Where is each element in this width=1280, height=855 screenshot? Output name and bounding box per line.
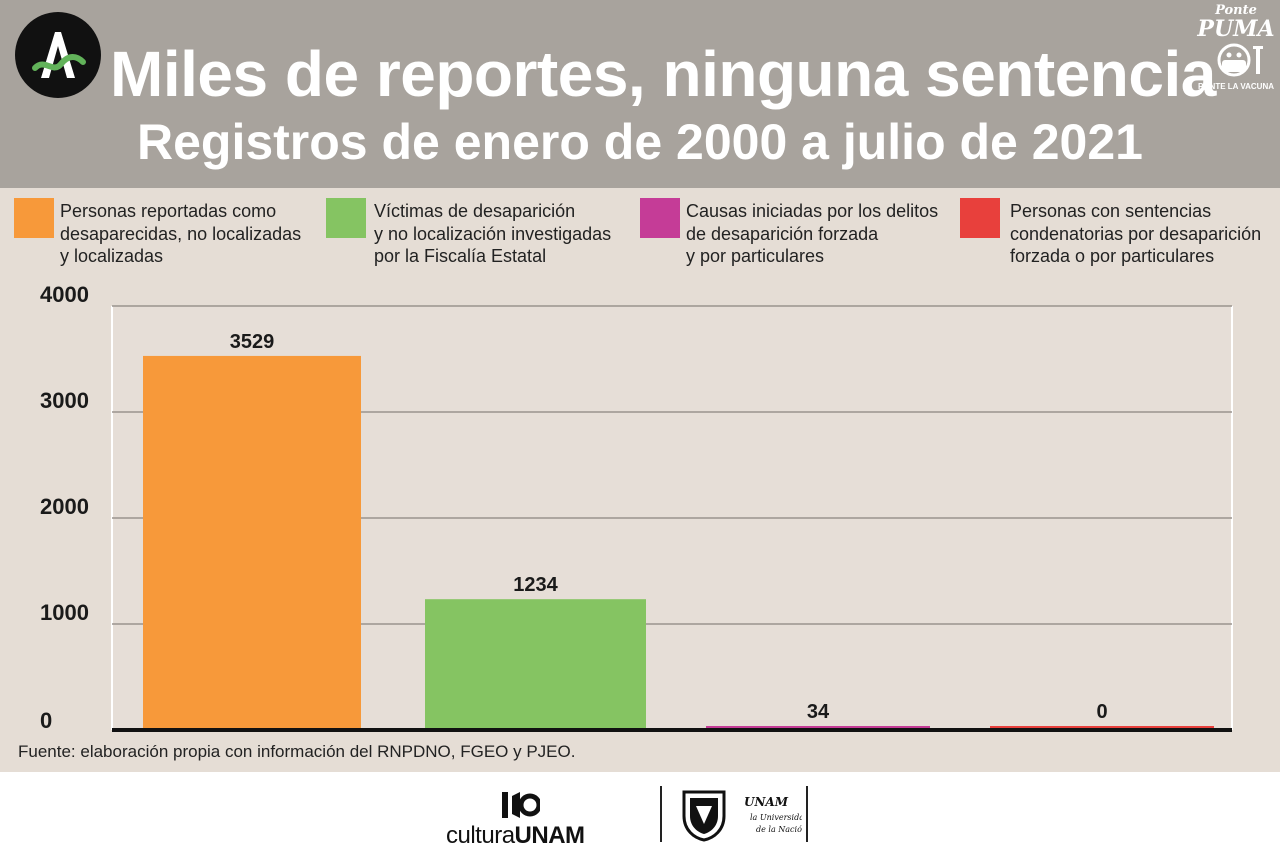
legend-swatch-red	[960, 198, 1000, 238]
bar-1	[143, 355, 361, 730]
bar-2	[425, 599, 646, 730]
legend-label-2: Víctimas de desaparición y no localizaci…	[374, 201, 612, 266]
cultura-unam-icon	[502, 792, 540, 818]
data-label-1: 3529	[230, 331, 275, 353]
legend-swatch-magenta	[640, 198, 680, 238]
wordmark-cultura: cultura	[446, 822, 515, 849]
data-label-3: 34	[807, 701, 830, 723]
data-label-2: 1234	[513, 574, 558, 596]
a-logo-icon	[15, 12, 101, 98]
cultura-unam-wordmark: culturaUNAM	[446, 822, 585, 850]
legend-label-1: Personas reportadas como desaparecidas, …	[60, 201, 302, 266]
header-banner: Miles de reportes, ninguna sentencia Reg…	[0, 0, 1280, 188]
wordmark-unam: UNAM	[514, 822, 586, 849]
data-label-4: 0	[1096, 701, 1107, 723]
y-tick-label-4000: 4000	[40, 282, 89, 307]
footer-divider-2	[806, 786, 808, 842]
bar-chart: 0 1000 2000 3000 4000 3529 1234 34 0	[40, 282, 1233, 733]
script-line-2: la Universidad	[750, 813, 802, 822]
chart-title: Miles de reportes, ninguna sentencia	[110, 38, 1216, 110]
y-tick-label-2000: 2000	[40, 494, 89, 519]
footer-divider-1	[660, 786, 662, 842]
puma-mask-icon	[1217, 43, 1263, 77]
badge-bottom-text: PONTE LA VACUNA	[1198, 82, 1274, 91]
footer-logos: culturaUNAM UNAM la Universidad de la Na…	[0, 772, 1280, 855]
legend-label-4: Personas con sentencias condenatorias po…	[1010, 201, 1262, 266]
unam-seal-icon	[682, 790, 726, 842]
y-tick-label-0: 0	[40, 708, 52, 733]
ponte-puma-logo: Ponte PUMA PONTE LA VACUNA	[1196, 4, 1276, 100]
script-unam: UNAM	[744, 795, 789, 809]
badge-top-text: Ponte	[1215, 3, 1257, 18]
y-tick-label-3000: 3000	[40, 388, 89, 413]
cultura-unam-logo: culturaUNAM	[446, 790, 606, 850]
unam-script-logo: UNAM la Universidad de la Nación	[742, 792, 809, 840]
badge-main-text: PUMA	[1197, 16, 1275, 42]
y-tick-label-1000: 1000	[40, 600, 89, 625]
chart-subtitle: Registros de enero de 2000 a julio de 20…	[137, 114, 1143, 170]
legend-swatch-orange	[14, 198, 54, 238]
source-note: Fuente: elaboración propia con informaci…	[18, 742, 576, 761]
legend-swatch-green	[326, 198, 366, 238]
legend-label-3: Causas iniciadas por los delitos de desa…	[686, 201, 939, 266]
script-line-3: de la Nación	[756, 825, 802, 834]
